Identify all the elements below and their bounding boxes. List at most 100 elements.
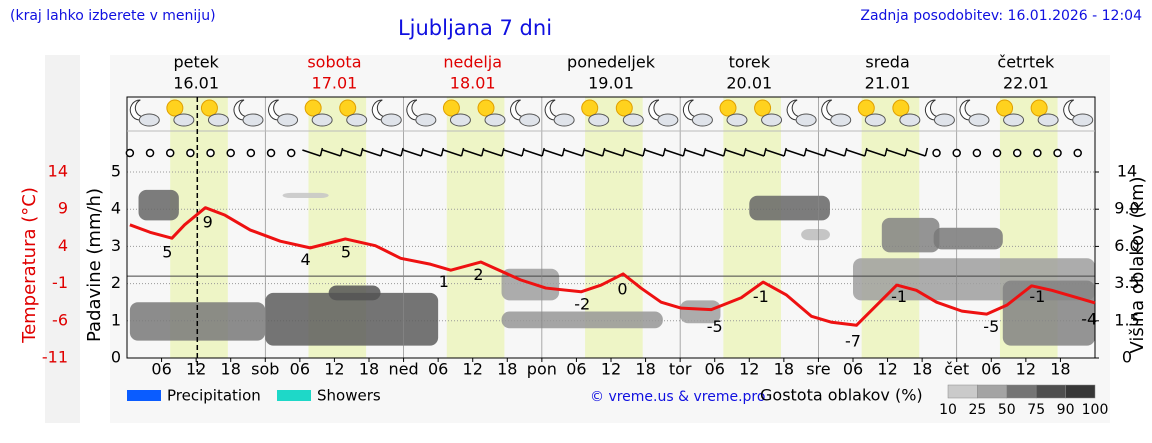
precip-tick-label: 5 xyxy=(111,162,121,181)
x-tick-label: 12 xyxy=(186,360,206,379)
temp-label: -5 xyxy=(707,317,723,336)
wind-barb xyxy=(826,147,848,157)
day-date: 19.01 xyxy=(588,74,634,93)
x-tick-label: 06 xyxy=(151,360,171,379)
wind-barb xyxy=(402,147,424,157)
cloud-tick-label: 1.5 xyxy=(1114,310,1139,329)
cloud-tick-label: 3.5 xyxy=(1114,273,1139,292)
x-tick-label: 18 xyxy=(359,360,379,379)
note: (kraj lahko izberete v meniju) xyxy=(10,8,216,24)
temp-label: 2 xyxy=(473,265,483,284)
calm-wind xyxy=(186,148,195,158)
weather-icon xyxy=(166,99,195,127)
weather-icon xyxy=(1063,99,1094,127)
cloud xyxy=(830,113,852,127)
cloud xyxy=(553,113,575,127)
temp-label: 5 xyxy=(341,242,351,261)
cloud xyxy=(242,113,264,127)
weather-icon xyxy=(615,99,644,127)
wind-barb xyxy=(584,147,606,157)
calm-wind xyxy=(1033,148,1042,158)
wind-barb xyxy=(725,147,747,157)
calm-wind xyxy=(952,148,961,158)
cloud-tick-label: 6.0 xyxy=(1114,236,1139,255)
calm-wind xyxy=(246,148,256,158)
density-label: 50 xyxy=(998,402,1016,418)
cloud xyxy=(622,113,644,127)
sun xyxy=(857,99,875,117)
density-swatch xyxy=(1006,384,1037,399)
sun xyxy=(477,99,495,117)
weather-icon xyxy=(510,99,541,127)
side-panel xyxy=(45,55,80,423)
sun xyxy=(615,99,633,117)
legend-swatch xyxy=(277,390,311,401)
calm-wind xyxy=(266,148,276,158)
wind-barb xyxy=(907,147,929,157)
temp-label: -1 xyxy=(753,287,769,306)
legend-swatch xyxy=(127,390,161,401)
x-tick-label: 06 xyxy=(843,360,863,379)
sun xyxy=(304,99,322,117)
wind-barb xyxy=(685,147,707,157)
sun xyxy=(754,99,772,117)
weather-icon xyxy=(959,99,990,127)
cloud xyxy=(1037,113,1059,127)
precip-axis-label: Padavine (mm/h) xyxy=(84,188,105,342)
precip-tick-label: 3 xyxy=(111,236,121,255)
cloud xyxy=(207,113,229,127)
calm-wind xyxy=(165,148,175,158)
weather-icon xyxy=(200,99,229,127)
day-date: 16.01 xyxy=(173,74,219,93)
calm-wind xyxy=(992,148,1002,158)
cloud xyxy=(761,113,783,127)
x-tick-label: 18 xyxy=(221,360,241,379)
weather-icon xyxy=(406,99,437,127)
calm-wind xyxy=(226,148,235,158)
temp-label: -1 xyxy=(1029,287,1045,306)
weather-icon xyxy=(233,99,264,127)
density-swatch xyxy=(1035,384,1066,399)
precip-tick-label: 4 xyxy=(111,199,121,218)
cloud xyxy=(380,113,402,127)
cloud xyxy=(899,113,921,127)
cloud xyxy=(449,113,471,127)
density-swatch xyxy=(977,384,1008,399)
temp-label: 4 xyxy=(301,250,311,269)
wind-barb xyxy=(624,147,646,157)
x-tick-label: 06 xyxy=(566,360,586,379)
cloud-layer xyxy=(265,292,439,346)
x-tick-label: 12 xyxy=(739,360,759,379)
wind-barb xyxy=(423,147,445,157)
temp-label: -4 xyxy=(1081,309,1097,328)
cloud-tick-label: 0 xyxy=(1122,348,1132,367)
wind-barb xyxy=(786,147,808,157)
wind-barb xyxy=(665,147,687,157)
temp-tick-label: -6 xyxy=(52,310,68,329)
weather-icon xyxy=(892,99,921,127)
x-tick-label: čet xyxy=(944,360,969,379)
weather-icon xyxy=(477,99,506,127)
calm-wind xyxy=(286,148,296,158)
sun xyxy=(339,99,357,117)
x-tick-label: 06 xyxy=(705,360,725,379)
x-tick-label: pon xyxy=(527,360,557,379)
sun xyxy=(166,99,184,117)
wind-barb xyxy=(765,147,787,157)
wind-barb xyxy=(342,147,364,157)
cloud xyxy=(519,113,541,127)
x-tick-label: 18 xyxy=(497,360,517,379)
wind-barb xyxy=(564,147,586,157)
day-date: 17.01 xyxy=(312,74,358,93)
cloud xyxy=(691,113,713,127)
cloud-axis-label: Višina oblakov (km) xyxy=(1127,176,1148,353)
day-date: 21.01 xyxy=(865,74,911,93)
density-label: 75 xyxy=(1027,402,1045,418)
day-name: sreda xyxy=(865,53,909,72)
temp-label: 5 xyxy=(162,242,172,261)
cloud xyxy=(588,113,610,127)
calm-wind xyxy=(145,148,155,158)
cloud-layer xyxy=(680,300,721,324)
legend-label: Showers xyxy=(317,387,381,405)
x-tick-label: 12 xyxy=(877,360,897,379)
